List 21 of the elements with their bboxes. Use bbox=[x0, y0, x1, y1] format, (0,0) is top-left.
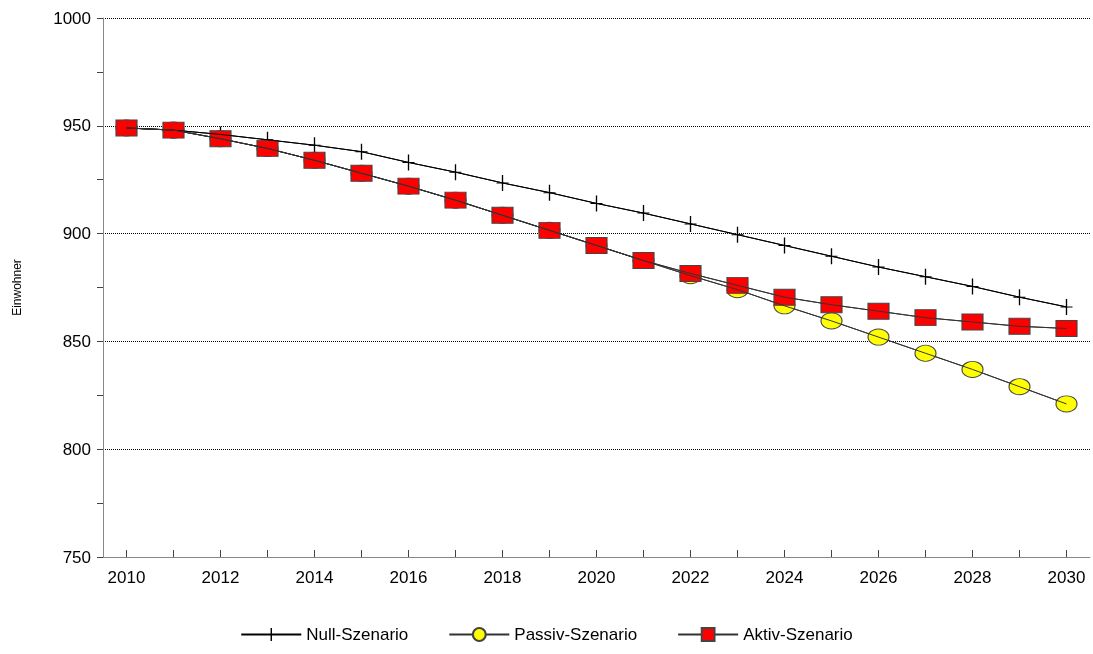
y-tick-label: 850 bbox=[62, 331, 91, 351]
legend-label: Null-Szenario bbox=[306, 625, 409, 644]
x-tick-label: 2016 bbox=[389, 568, 428, 587]
x-tick-label: 2018 bbox=[483, 568, 522, 587]
y-tick-label: 1000 bbox=[53, 8, 91, 28]
legend-label: Passiv-Szenario bbox=[514, 625, 638, 644]
x-tick-label: 2020 bbox=[577, 568, 616, 587]
x-tick-label: 2014 bbox=[295, 568, 334, 587]
y-tick-label: 750 bbox=[62, 547, 91, 567]
x-tick-label: 2030 bbox=[1047, 568, 1086, 587]
legend-label: Aktiv-Szenario bbox=[743, 625, 853, 644]
x-tick-label: 2028 bbox=[953, 568, 992, 587]
x-tick-label: 2022 bbox=[671, 568, 710, 587]
x-tick-label: 2026 bbox=[859, 568, 898, 587]
y-tick-label: 950 bbox=[62, 116, 91, 136]
x-tick-label: 2024 bbox=[765, 568, 804, 587]
x-tick-label: 2010 bbox=[107, 568, 146, 587]
y-tick-label: 900 bbox=[62, 224, 91, 244]
y-axis-title: Einwohner bbox=[10, 259, 24, 316]
x-tick-label: 2012 bbox=[201, 568, 240, 587]
y-tick-label: 800 bbox=[62, 439, 91, 459]
